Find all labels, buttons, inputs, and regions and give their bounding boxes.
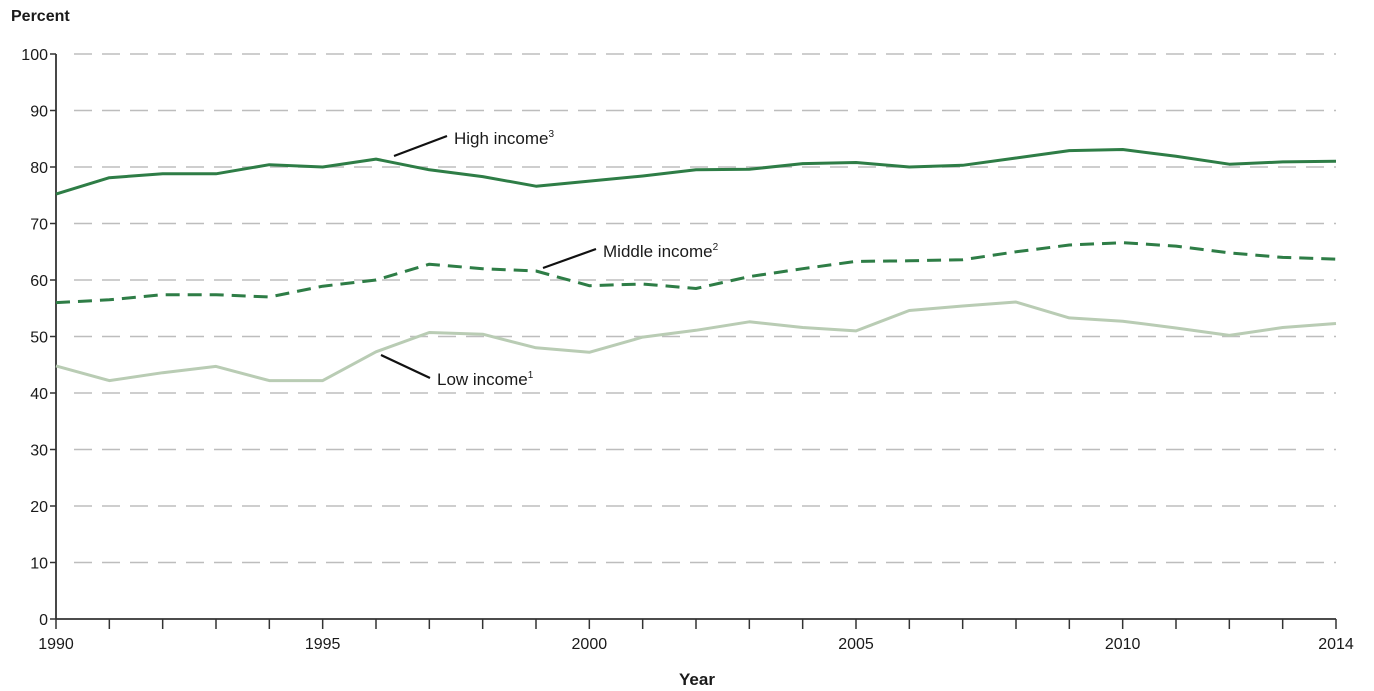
y-tick-label-100: 100 [21,47,48,64]
x-tick-label-2010: 2010 [1105,636,1141,653]
series-line-low-income [55,300,1337,383]
x-axis-title: Year [679,670,715,689]
leader-line-low-income [380,354,431,379]
series-annotations: High income3 Middle income2 Low income1 [380,129,719,389]
y-tick-label-30: 30 [30,443,48,460]
x-tick-label-2014: 2014 [1318,636,1354,653]
y-axis-title: Percent [11,8,70,25]
x-tick-label-2000: 2000 [572,636,608,653]
leader-line-middle-income [542,247,597,270]
series-label-high-income: High income3 [454,129,555,148]
y-tick-label-70: 70 [30,217,48,234]
leader-line-high-income [393,134,448,158]
series-line-high-income [55,148,1337,196]
y-tick-label-40: 40 [30,386,48,403]
y-tick-label-50: 50 [30,330,48,347]
gridlines [74,53,1336,564]
y-tick-label-90: 90 [30,104,48,121]
footnote-marker-high-income: 3 [549,129,555,140]
y-tick-label-60: 60 [30,273,48,290]
y-tick-label-20: 20 [30,499,48,516]
y-tick-label-10: 10 [30,556,48,573]
x-tick-label-2005: 2005 [838,636,874,653]
y-tick-label-0: 0 [39,612,48,629]
axes: 0 10 20 30 40 50 60 70 80 90 100 1990 1995 2000 2005 20… [21,47,1354,653]
footnote-marker-middle-income: 2 [713,242,719,253]
x-tick-label-1990: 1990 [38,636,74,653]
series-lines [55,148,1337,383]
series-line-middle-income [55,241,1337,305]
footnote-marker-low-income: 1 [528,370,534,381]
series-label-low-income: Low income1 [437,370,534,389]
x-tick-label-1995: 1995 [305,636,341,653]
y-tick-label-80: 80 [30,160,48,177]
series-label-middle-income: Middle income2 [603,242,719,261]
